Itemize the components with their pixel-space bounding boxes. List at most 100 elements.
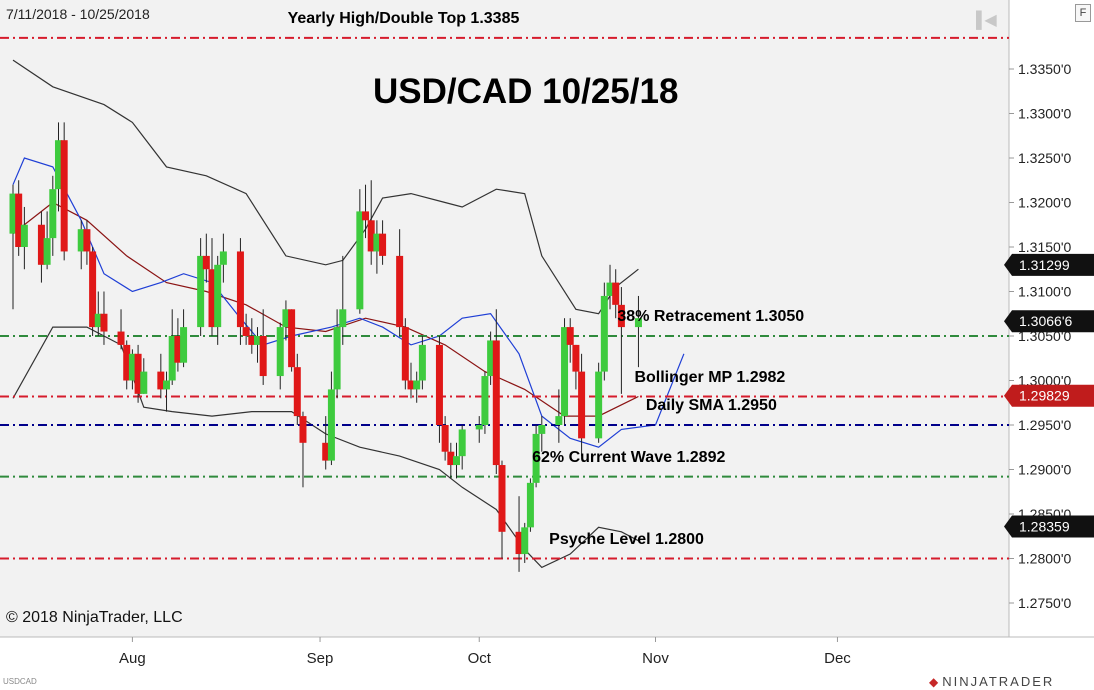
- candle-body: [561, 327, 569, 417]
- candle-body: [487, 340, 495, 377]
- price-marker-label: 1.29829: [1019, 388, 1070, 404]
- candle-body: [418, 344, 426, 381]
- x-tick-label: Dec: [824, 650, 851, 667]
- candle-body: [401, 327, 409, 381]
- y-tick-label: 1.2800'0: [1018, 551, 1071, 567]
- candle-body: [538, 425, 546, 434]
- candle-body: [362, 211, 370, 221]
- candle-body: [322, 442, 330, 461]
- price-marker-label: 1.3066'6: [1019, 313, 1072, 329]
- price-marker: 1.31299: [1004, 253, 1094, 276]
- candle-body: [634, 318, 642, 328]
- candle-body: [20, 224, 28, 247]
- candle-body: [532, 433, 540, 483]
- bollinger-upper-band-line: [12, 59, 639, 315]
- bollinger-midline: [12, 201, 639, 417]
- candle-body: [492, 340, 500, 466]
- candle-body: [327, 389, 335, 461]
- candle-body: [379, 233, 387, 256]
- candle-body: [299, 416, 307, 443]
- candle-body: [128, 353, 136, 381]
- candle-body: [60, 140, 68, 252]
- x-tick-label: Sep: [307, 650, 334, 667]
- candle-body: [515, 531, 523, 555]
- y-tick-label: 1.3200'0: [1018, 195, 1071, 211]
- candle-body: [174, 336, 182, 363]
- candle-body: [435, 344, 443, 425]
- candle-body: [49, 189, 57, 239]
- candle-body: [413, 380, 421, 390]
- candle-body: [367, 220, 375, 252]
- level-label-38-retracement: 38% Retracement 1.3050: [617, 308, 805, 325]
- candle-body: [168, 336, 176, 381]
- collapse-panel-icon[interactable]: ▌◀: [976, 12, 997, 29]
- price-marker-box: [1004, 384, 1094, 407]
- level-label-psyche-level: Psyche Level 1.2800: [549, 530, 704, 548]
- candle-body: [236, 251, 244, 328]
- candle-body: [282, 309, 290, 328]
- price-marker-box: [1004, 515, 1094, 538]
- chart-title: USD/CAD 10/25/18: [373, 72, 679, 111]
- candle-body: [208, 269, 216, 328]
- candle-body: [578, 371, 586, 439]
- brand-name: NINJATRADER: [942, 674, 1055, 689]
- y-tick-label: 1.3350'0: [1018, 61, 1071, 77]
- candle-body: [606, 282, 614, 296]
- candle-body: [157, 371, 165, 390]
- candle-body: [339, 309, 347, 328]
- candle-body: [202, 255, 210, 270]
- candle-body: [242, 327, 250, 336]
- candle-body: [180, 327, 188, 363]
- level-label-daily-sma: Daily SMA 1.2950: [645, 397, 777, 414]
- candle-body: [555, 416, 563, 425]
- candle-body: [214, 264, 222, 328]
- candle-body: [458, 429, 466, 457]
- candle-body: [163, 380, 171, 390]
- candle-body: [54, 140, 62, 190]
- candle-body: [612, 282, 620, 305]
- y-tick-label: 1.2900'0: [1018, 462, 1071, 478]
- level-label-yearly-high: Yearly High/Double Top 1.3385: [287, 10, 520, 27]
- candle-body: [94, 313, 102, 328]
- brand-logo: ◆ NINJATRADER: [929, 674, 1054, 689]
- price-marker-box: [1004, 310, 1094, 333]
- candle-body: [248, 336, 256, 345]
- copyright-text: © 2018 NinjaTrader, LLC: [6, 609, 183, 626]
- settings-button[interactable]: F: [1075, 4, 1091, 22]
- candle-body: [475, 425, 483, 430]
- y-tick-label: 1.3250'0: [1018, 150, 1071, 166]
- candle-body: [197, 255, 205, 328]
- candle-body: [373, 233, 381, 252]
- price-marker: 1.29829: [1004, 384, 1094, 407]
- x-tick-label: Oct: [468, 650, 492, 667]
- candle-body: [441, 425, 449, 452]
- candle-body: [600, 295, 608, 372]
- candle-body: [526, 482, 534, 528]
- candle-body: [407, 380, 415, 390]
- candle-body: [140, 371, 148, 394]
- candle-body: [77, 229, 85, 252]
- candle-body: [43, 238, 51, 265]
- y-tick-label: 1.3000'0: [1018, 373, 1071, 389]
- candle-body: [117, 331, 125, 345]
- y-tick-label: 1.3100'0: [1018, 284, 1071, 300]
- candle-body: [595, 371, 603, 439]
- x-tick-label: Nov: [642, 650, 669, 667]
- y-tick-label: 1.3150'0: [1018, 239, 1071, 255]
- y-tick-label: 1.3300'0: [1018, 106, 1071, 122]
- x-tick-label: Aug: [119, 650, 146, 667]
- price-marker-label: 1.31299: [1019, 257, 1070, 273]
- candle-body: [37, 224, 45, 265]
- price-marker-label: 1.28359: [1019, 519, 1070, 535]
- price-marker-box: [1004, 253, 1094, 276]
- price-marker: 1.3066'6: [1004, 310, 1094, 333]
- candle-body: [293, 367, 301, 417]
- candle-body: [617, 304, 625, 328]
- candle-body: [9, 193, 17, 234]
- candle-body: [453, 456, 460, 466]
- candle-body: [498, 465, 506, 532]
- candle-body: [276, 327, 284, 377]
- instrument-code: USDCAD: [3, 677, 37, 686]
